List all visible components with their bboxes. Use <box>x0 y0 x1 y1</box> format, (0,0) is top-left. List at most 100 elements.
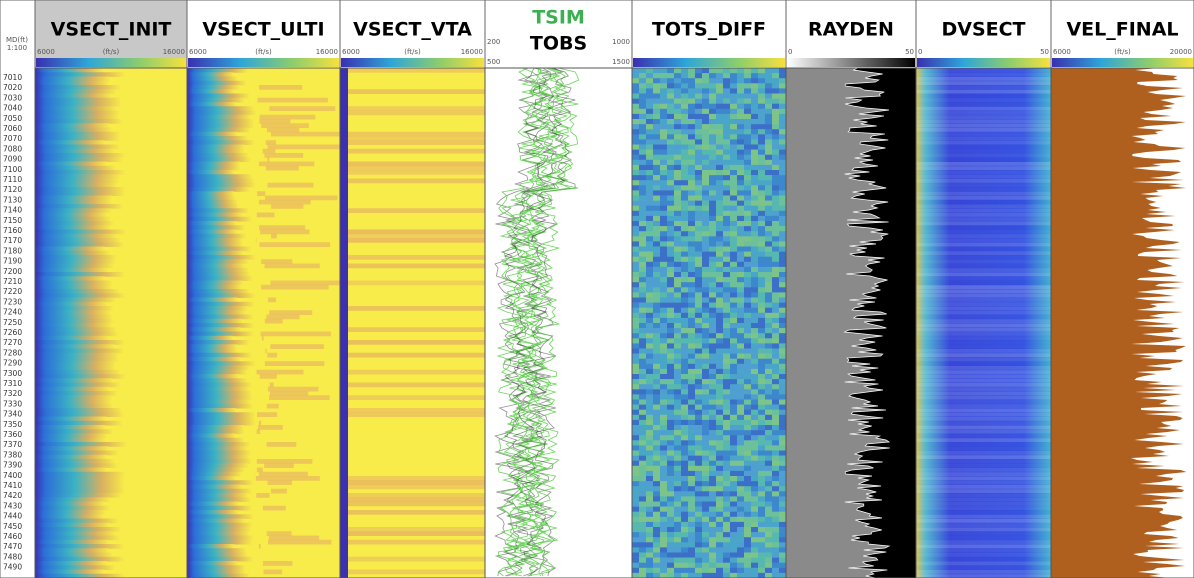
scale-label: 6000 <box>1053 48 1071 56</box>
streak <box>265 165 299 171</box>
cell <box>779 113 787 120</box>
cell <box>765 134 773 140</box>
cell <box>639 93 647 99</box>
velocity-row <box>35 408 122 413</box>
cell <box>632 317 640 324</box>
cell <box>702 261 710 268</box>
cell <box>632 215 640 222</box>
velocity-row <box>35 412 124 417</box>
cell <box>772 210 780 217</box>
cell <box>639 496 647 502</box>
cell <box>751 78 759 84</box>
cell <box>632 83 640 89</box>
depth-label: 7070 <box>3 134 22 143</box>
cell <box>639 277 647 283</box>
velocity-row <box>35 85 121 90</box>
cell <box>695 231 703 237</box>
cell <box>674 93 682 99</box>
cell <box>723 236 731 242</box>
cell <box>730 333 738 339</box>
track-header <box>631 0 787 69</box>
cell <box>723 419 731 426</box>
cell <box>653 450 661 456</box>
cell <box>758 139 766 145</box>
cell <box>716 409 724 416</box>
cell <box>716 440 724 446</box>
cell <box>779 328 787 334</box>
cell <box>737 221 745 227</box>
cell <box>723 425 731 431</box>
cell <box>674 491 682 497</box>
cell <box>688 527 696 533</box>
cell <box>772 374 780 380</box>
scale-label: 1500 <box>612 58 630 66</box>
streak <box>265 195 338 201</box>
cell <box>744 73 752 79</box>
cell <box>681 557 689 563</box>
cell <box>688 532 696 538</box>
cell <box>695 419 703 426</box>
cell <box>660 302 668 308</box>
cell <box>737 450 745 456</box>
cell <box>667 277 675 283</box>
cell <box>744 221 752 227</box>
cell <box>667 124 675 130</box>
track-subtitle: TOBS <box>530 33 587 55</box>
cell <box>632 256 640 263</box>
cell <box>709 496 717 502</box>
cell <box>702 277 710 283</box>
cell <box>737 496 745 502</box>
cell <box>730 292 738 298</box>
cell <box>765 231 773 237</box>
cell <box>730 465 738 472</box>
cell <box>709 78 717 84</box>
cell <box>737 215 745 222</box>
cell <box>772 68 780 74</box>
cell <box>709 103 717 110</box>
cell <box>765 180 773 186</box>
cell <box>653 323 661 329</box>
cell <box>723 328 731 334</box>
cell <box>765 353 773 359</box>
cell <box>695 297 703 303</box>
cell <box>730 190 738 196</box>
band <box>348 408 485 413</box>
cell <box>702 73 710 79</box>
cell <box>681 256 689 263</box>
band <box>348 369 485 375</box>
velocity-row <box>187 114 251 120</box>
cell <box>667 552 675 558</box>
cell <box>716 465 724 472</box>
cell <box>646 78 654 84</box>
velocity-row <box>35 484 124 490</box>
cell <box>758 557 766 563</box>
cell <box>744 68 752 74</box>
cell <box>772 496 780 502</box>
cell <box>723 159 731 166</box>
cell <box>695 256 703 263</box>
cell <box>646 338 654 344</box>
depth-label: 7330 <box>3 399 22 408</box>
cell <box>674 231 682 237</box>
cell <box>723 338 731 344</box>
depth-label: 7300 <box>3 369 22 378</box>
cell <box>632 537 640 543</box>
cell <box>646 302 654 308</box>
cell <box>716 430 724 436</box>
cell <box>674 542 682 548</box>
cell <box>737 78 745 84</box>
cell <box>779 368 787 375</box>
cell <box>674 516 682 523</box>
cell <box>751 226 759 232</box>
velocity-row <box>187 267 249 273</box>
cell <box>653 542 661 548</box>
cell <box>765 572 773 578</box>
cell <box>674 435 682 441</box>
cell <box>730 491 738 497</box>
cell <box>723 226 731 232</box>
cell <box>779 124 787 130</box>
cell <box>730 343 738 349</box>
cell <box>716 103 724 110</box>
cell <box>674 425 682 431</box>
cell <box>646 200 654 206</box>
